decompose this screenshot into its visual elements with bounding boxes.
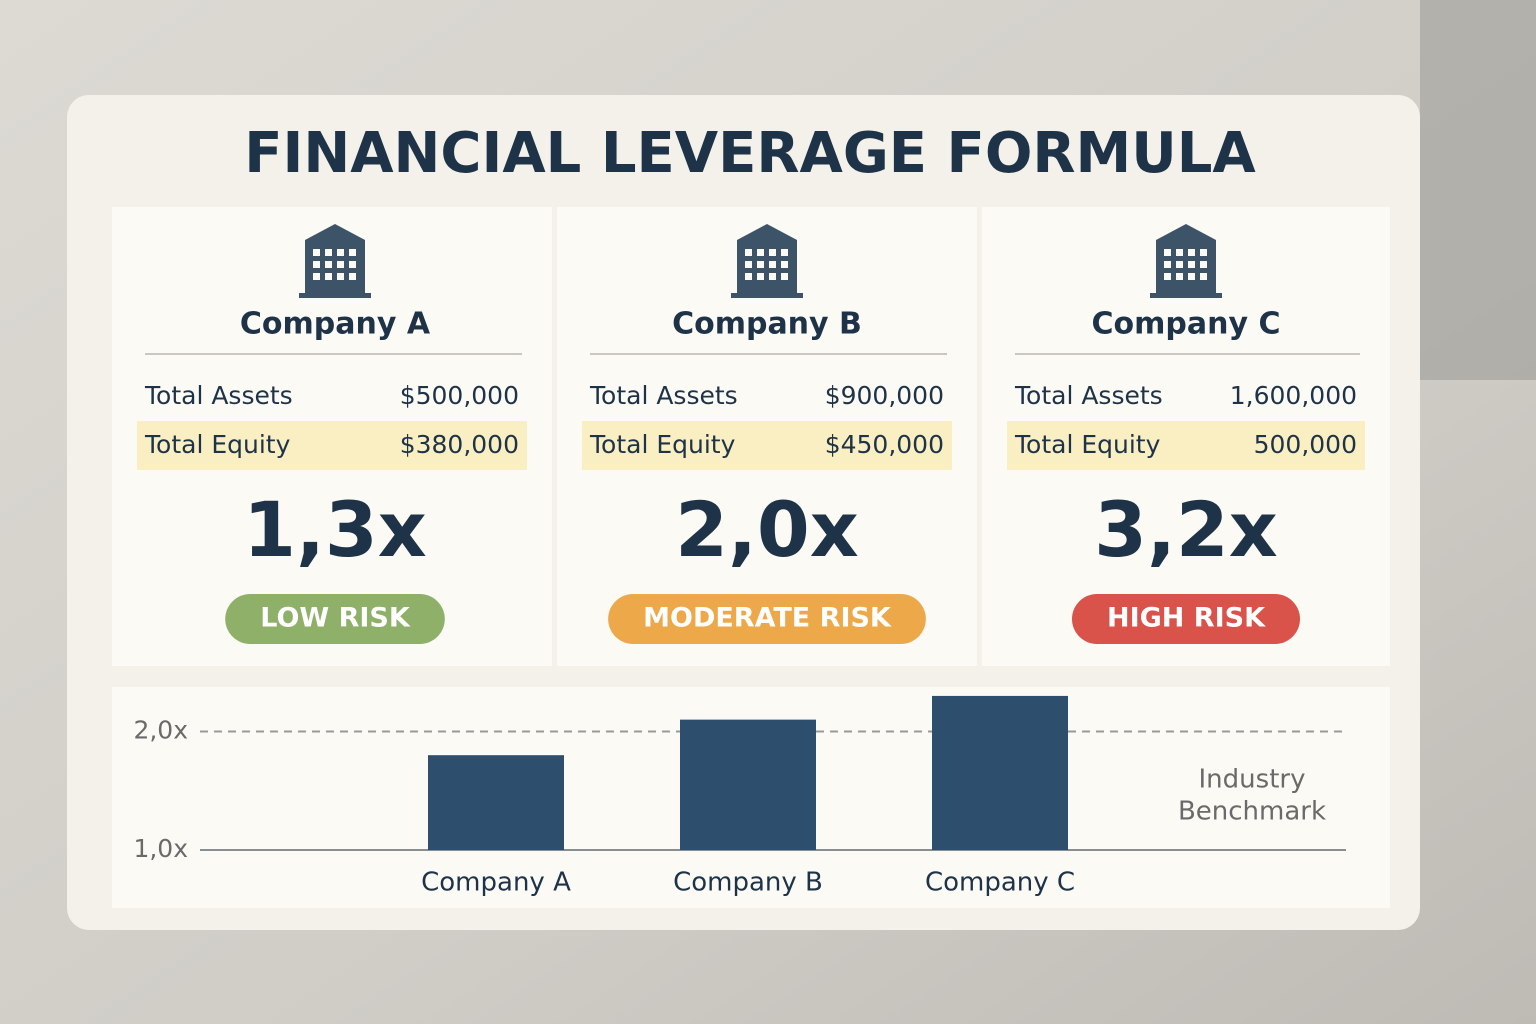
highlight-row [137,421,527,470]
highlight-row [582,421,952,470]
row-label: Total Equity [1014,430,1161,459]
building-icon-base [731,293,803,298]
building-icon-base [1150,293,1222,298]
building-icon-window [337,261,344,268]
benchmark-label: Industry [1199,765,1306,795]
building-icon-window [757,249,764,256]
y-tick-label: 2,0x [133,715,188,744]
building-icon-window [769,273,776,280]
building-icon-window [1164,273,1171,280]
building-icon-window [1188,249,1195,256]
row-label: Total Assets [144,381,293,410]
building-icon-window [1164,249,1171,256]
company-name: Company C [1092,307,1281,342]
building-icon-window [325,249,332,256]
building-icon-window [313,273,320,280]
building-icon-window [745,249,752,256]
highlight-row [1007,421,1365,470]
risk-label: MODERATE RISK [643,603,892,634]
row-label: Total Assets [1014,381,1163,410]
company-name: Company A [240,307,431,342]
x-tick-label: Company A [421,868,571,898]
bar [680,719,816,850]
benchmark-label: Benchmark [1178,797,1326,827]
building-icon-roof [305,224,365,240]
row-value: $450,000 [825,430,944,459]
building-icon-window [1176,273,1183,280]
building-icon-window [1188,261,1195,268]
building-icon-window [349,261,356,268]
x-tick-label: Company B [673,868,823,898]
building-icon-window [337,273,344,280]
risk-pill [1071,594,1301,644]
row-label: Total Equity [589,430,736,459]
building-icon-window [769,249,776,256]
bar [932,695,1068,850]
building-icon-roof [1156,224,1216,240]
row-value: $900,000 [825,381,944,410]
building-icon-window [1200,261,1207,268]
risk-pill [225,594,445,644]
leverage-ratio: 1,3x [243,485,427,574]
building-icon-base [299,293,371,298]
company-name: Company B [672,307,862,342]
building-icon-window [325,273,332,280]
building-icon-window [1176,261,1183,268]
bar [428,755,564,850]
building-icon-window [745,273,752,280]
building-icon-window [1164,261,1171,268]
building-icon-window [757,261,764,268]
risk-pill [608,594,926,644]
building-icon-window [349,273,356,280]
building-icon-window [349,249,356,256]
risk-label: LOW RISK [260,603,411,634]
building-icon-window [757,273,764,280]
leverage-ratio: 2,0x [675,485,859,574]
building-icon-roof [737,224,797,240]
building-icon-window [781,273,788,280]
title: FINANCIAL LEVERAGE FORMULA [244,121,1256,186]
background-photo [1420,0,1536,380]
row-label: Total Equity [144,430,291,459]
building-icon-window [1188,273,1195,280]
building-icon-window [769,261,776,268]
building-icon-window [313,249,320,256]
risk-label: HIGH RISK [1107,603,1266,634]
row-value: $380,000 [400,430,519,459]
building-icon-window [745,261,752,268]
y-tick-label: 1,0x [133,834,188,863]
building-icon-window [781,261,788,268]
row-label: Total Assets [589,381,738,410]
x-tick-label: Company C [925,868,1075,898]
building-icon-window [1176,249,1183,256]
building-icon-window [1200,273,1207,280]
building-icon-window [313,261,320,268]
building-icon-window [337,249,344,256]
building-icon-window [325,261,332,268]
building-icon-window [1200,249,1207,256]
row-value: 500,000 [1254,430,1357,459]
building-icon-window [781,249,788,256]
row-value: 1,600,000 [1230,381,1357,410]
leverage-ratio: 3,2x [1094,485,1278,574]
row-value: $500,000 [400,381,519,410]
